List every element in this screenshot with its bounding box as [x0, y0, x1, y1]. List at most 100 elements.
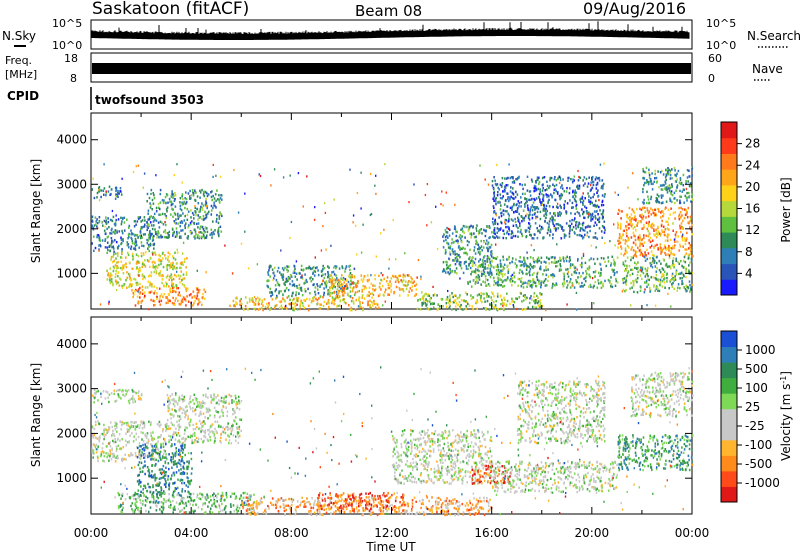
power-cell: [150, 271, 153, 274]
power-cell: [185, 299, 187, 302]
power-cell: [170, 203, 173, 207]
power-cell: [413, 183, 415, 186]
power-cell: [313, 283, 315, 286]
power-cell: [502, 265, 505, 269]
power-cell: [130, 232, 133, 235]
power-cell: [685, 179, 687, 183]
power-cell: [284, 280, 287, 284]
power-cell: [204, 210, 206, 214]
power-cell: [649, 288, 651, 292]
power-cell: [616, 256, 619, 259]
power-cell: [519, 260, 522, 263]
power-cell: [653, 246, 655, 250]
power-cell: [194, 237, 196, 240]
power-cell: [662, 268, 665, 271]
power-cell: [398, 287, 401, 290]
power-cell: [586, 267, 589, 270]
power-cell: [640, 215, 642, 218]
power-cell: [630, 256, 633, 259]
power-cell: [357, 305, 360, 308]
power-cell: [614, 244, 616, 247]
power-cell: [522, 272, 524, 275]
power-cell: [322, 267, 324, 271]
power-cell: [590, 219, 592, 222]
power-cell: [577, 276, 579, 279]
power-cell: [674, 180, 677, 183]
power-cell: [630, 248, 632, 251]
power-cell: [245, 296, 247, 299]
power-cell: [644, 256, 646, 259]
power-cell: [192, 290, 195, 293]
power-cell: [274, 289, 277, 293]
power-cell: [520, 201, 523, 204]
power-cell: [552, 237, 554, 240]
power-cell: [539, 198, 541, 201]
power-cell: [589, 229, 591, 233]
power-cell: [503, 302, 506, 305]
power-cell: [135, 262, 138, 265]
power-cell: [165, 257, 167, 260]
power-cell: [691, 198, 694, 201]
power-cell: [536, 272, 539, 275]
power-cell: [329, 279, 331, 282]
power-cell: [485, 242, 487, 245]
power-cell: [624, 226, 627, 229]
power-cell: [454, 257, 457, 260]
power-cell: [278, 300, 281, 303]
power-cell: [654, 208, 656, 212]
power-cell: [166, 194, 169, 197]
power-cell: [648, 176, 651, 179]
power-cell: [404, 284, 407, 287]
power-cell: [309, 277, 311, 280]
power-cell: [599, 274, 601, 277]
power-cell: [691, 233, 694, 236]
power-cell: [130, 229, 132, 232]
power-cell: [146, 221, 148, 224]
power-cell: [302, 269, 304, 272]
freq-unit-label: [MHz]: [5, 68, 37, 81]
power-cell: [687, 285, 689, 289]
power-cell: [677, 260, 679, 264]
power-cell: [632, 281, 635, 285]
power-cell: [537, 229, 539, 233]
power-cell: [531, 283, 534, 286]
power-cell: [493, 227, 496, 230]
power-cell: [529, 284, 532, 288]
power-cell: [569, 263, 572, 266]
power-cell: [637, 270, 639, 273]
power-cell: [498, 283, 501, 287]
power-cell: [118, 277, 121, 280]
power-cell: [377, 294, 380, 298]
power-cell: [266, 279, 268, 283]
power-cell: [168, 285, 170, 288]
power-cell: [647, 229, 649, 233]
power-cell: [369, 299, 371, 302]
power-cell: [376, 303, 379, 306]
power-cell: [206, 227, 208, 230]
power-cell: [178, 236, 181, 239]
power-cell: [569, 259, 571, 262]
power-cell: [112, 230, 115, 234]
power-cell: [505, 279, 508, 282]
power-cell: [166, 283, 168, 286]
power-cell: [670, 193, 672, 196]
power-cell: [140, 220, 142, 223]
power-cell: [456, 258, 459, 261]
power-cell: [139, 231, 142, 234]
power-cell: [282, 297, 284, 300]
power-cell: [569, 224, 572, 228]
power-cell: [336, 277, 338, 280]
power-cell: [574, 212, 576, 216]
power-cell: [476, 279, 478, 282]
power-cell: [637, 198, 639, 201]
power-cell: [91, 226, 94, 229]
power-cell: [185, 222, 187, 225]
power-cell: [641, 217, 643, 220]
power-cell: [361, 294, 364, 297]
power-cell: [121, 252, 123, 255]
power-cell: [540, 281, 542, 285]
power-cell: [535, 260, 537, 263]
power-cell: [131, 252, 134, 256]
power-cell: [474, 252, 477, 255]
power-cell: [601, 236, 603, 239]
